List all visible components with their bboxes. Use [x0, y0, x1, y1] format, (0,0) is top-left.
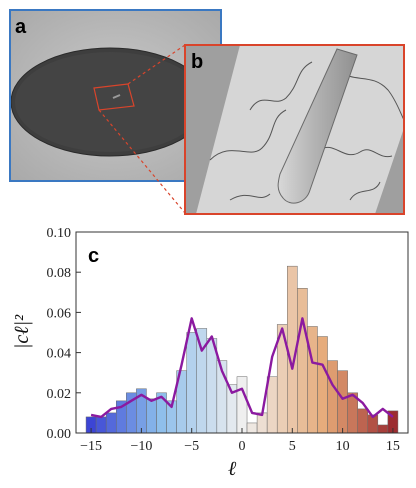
- bar-l-9: [327, 360, 338, 434]
- bar-l--13: [105, 412, 117, 434]
- bar-l--5: [186, 332, 197, 434]
- panel-b-letter: b: [191, 51, 203, 73]
- x-tick-label: 0: [239, 439, 246, 454]
- y-tick-label: 0.04: [47, 347, 72, 362]
- bar-l-6: [297, 288, 308, 434]
- y-tick-label: 0.00: [47, 427, 72, 442]
- y-tick-label: 0.08: [47, 266, 72, 281]
- x-axis-title: ℓ: [228, 458, 237, 480]
- panel-c-chart: 0.000.020.040.060.080.10 −15 −10 −5 0 5 10 15 …: [11, 226, 409, 480]
- x-tick-label: 5: [289, 439, 296, 454]
- x-tick-label: −5: [184, 439, 199, 454]
- y-tick-label: 0.10: [47, 226, 72, 241]
- bar-l-8: [317, 336, 328, 434]
- zoom-region-feature: [112, 94, 121, 99]
- zoom-connector-bottom: [98, 109, 186, 214]
- y-tick-label: 0.06: [47, 306, 72, 321]
- bar-l-12: [357, 408, 369, 434]
- contour-lines: [209, 61, 405, 201]
- bar-l--9: [146, 398, 157, 434]
- x-tick-label: 10: [336, 439, 350, 454]
- series-line: [90, 317, 394, 419]
- rod-structure: [277, 48, 358, 204]
- x-tick-label: 15: [386, 439, 400, 454]
- y-axis-ticks: 0.00 0.02 0.04 0.06 0.08 0.10: [47, 226, 81, 442]
- y-tick-label: 0.02: [47, 387, 72, 402]
- bar-l-3: [266, 376, 278, 434]
- x-axis-ticks: −15 −10 −5 0 5 10 15: [80, 428, 400, 454]
- panel-c-letter: c: [88, 245, 99, 267]
- x-tick-label: −10: [130, 439, 152, 454]
- bars-group: [85, 265, 399, 434]
- bar-l-14: [377, 424, 389, 434]
- bar-l-10: [337, 370, 348, 434]
- panel-b-border: [184, 44, 405, 215]
- panel-b: b: [184, 44, 405, 215]
- dark-disk-inner: [15, 52, 205, 152]
- panel-a-letter: a: [15, 16, 27, 38]
- zoom-region-box: [93, 83, 135, 111]
- y-axis-title: |cℓ|²: [11, 314, 33, 349]
- bar-l-1: [246, 422, 258, 434]
- x-tick-label: −15: [80, 439, 102, 454]
- bar-l--14: [95, 416, 107, 434]
- bar-l-0: [236, 376, 248, 434]
